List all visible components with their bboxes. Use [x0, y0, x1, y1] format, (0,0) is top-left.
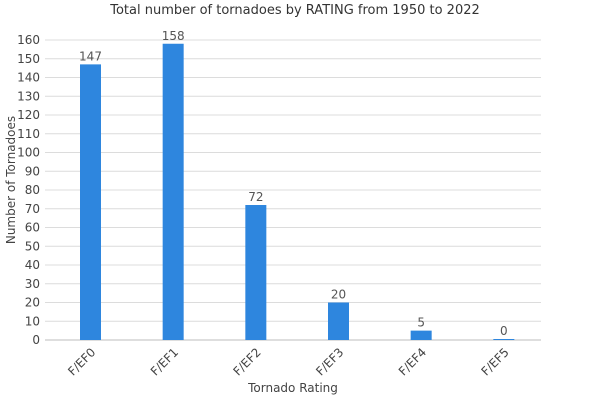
- y-tick-label: 60: [25, 221, 40, 235]
- x-tick-label: F/EF2: [230, 345, 263, 378]
- y-tick-label: 70: [25, 202, 40, 216]
- data-labels: 147 158 72 20 5 0: [79, 29, 508, 338]
- y-tick-label: 20: [25, 296, 40, 310]
- x-tick-label: F/EF4: [396, 345, 429, 378]
- y-tick-label: 130: [17, 89, 40, 103]
- y-tick-label: 40: [25, 258, 40, 272]
- bars: [80, 43, 515, 340]
- y-tick-label: 120: [17, 108, 40, 122]
- x-tick-label: F/EF5: [478, 345, 511, 378]
- y-tick-label: 140: [17, 71, 40, 85]
- x-tick-label: F/EF0: [65, 345, 98, 378]
- bar: [162, 43, 184, 340]
- x-tick-label: F/EF3: [313, 345, 346, 378]
- bar-value-label: 0: [500, 324, 508, 338]
- y-tick-label: 110: [17, 127, 40, 141]
- bar: [80, 64, 101, 340]
- y-tick-label: 90: [25, 164, 40, 178]
- bar-value-label: 158: [162, 29, 185, 43]
- bar-value-label: 5: [417, 316, 425, 330]
- bar-value-label: 147: [79, 49, 102, 63]
- y-tick-label: 100: [17, 146, 40, 160]
- grid-lines: [45, 39, 541, 341]
- bar: [328, 302, 349, 340]
- x-axis-label: Tornado Rating: [248, 381, 338, 395]
- bar: [410, 330, 432, 340]
- bar: [493, 339, 515, 340]
- chart-title: Total number of tornadoes by RATING from…: [110, 3, 480, 18]
- x-axis-ticks: F/EF0 F/EF1 F/EF2 F/EF3 F/EF4 F/EF5: [65, 345, 512, 378]
- bar: [245, 205, 267, 340]
- y-tick-label: 160: [17, 33, 40, 47]
- y-tick-label: 80: [25, 183, 40, 197]
- y-tick-label: 150: [17, 52, 40, 66]
- bar-value-label: 72: [248, 190, 263, 204]
- y-tick-label: 30: [25, 277, 40, 291]
- y-axis-ticks: 0 10 20 30 40 50 60 70 80 90 100 110 120 130 140 150 160: [17, 33, 40, 347]
- x-tick-label: F/EF1: [148, 345, 181, 378]
- y-tick-label: 0: [32, 333, 40, 347]
- y-tick-label: 10: [25, 314, 40, 328]
- bar-value-label: 20: [331, 288, 346, 302]
- y-tick-label: 50: [25, 239, 40, 253]
